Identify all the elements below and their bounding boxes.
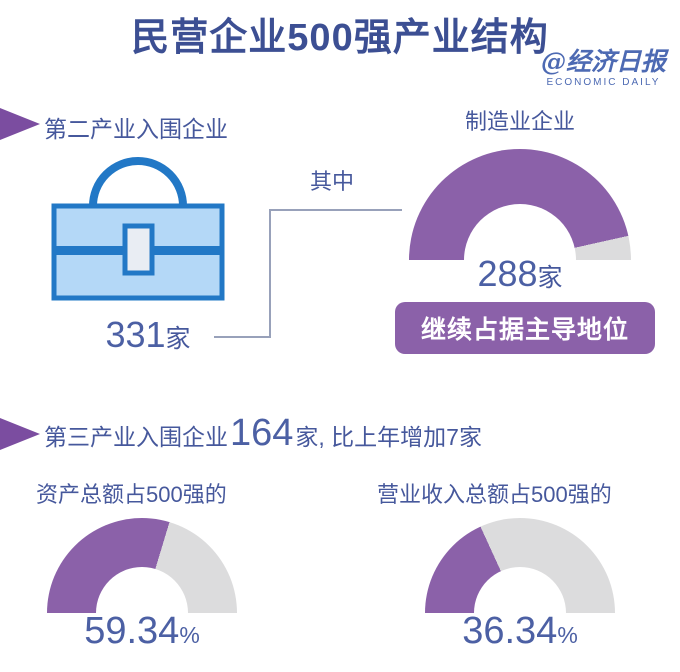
section-arrow-icon xyxy=(0,108,40,140)
tertiary-header-suffix: 家, 比上年增加7家 xyxy=(295,424,482,450)
tertiary-count-value: 164 xyxy=(230,412,294,454)
revenue-gauge-value: 36.34% xyxy=(425,610,615,653)
assets-percent-sign: % xyxy=(179,622,200,648)
economic-daily-logo: @经济日报 ECONOMIC DAILY xyxy=(541,48,666,88)
manufacturing-title: 制造业企业 xyxy=(464,109,575,134)
tertiary-header-prefix: 第三产业入围企业 xyxy=(44,424,228,450)
revenue-gauge xyxy=(425,518,615,613)
manufacturing-count-unit: 家 xyxy=(537,264,563,292)
secondary-count-unit: 家 xyxy=(165,325,191,353)
revenue-percent-number: 36.34 xyxy=(462,610,558,652)
logo-subtitle: ECONOMIC DAILY xyxy=(546,76,661,88)
connector-label: 其中 xyxy=(309,169,354,194)
page-title: 民营企业500强产业结构 xyxy=(131,17,549,59)
manufacturing-count: 288家 xyxy=(409,253,631,295)
manufacturing-gauge xyxy=(409,149,631,260)
assets-gauge-title: 资产总额占500强的 xyxy=(36,482,227,507)
tertiary-industry-header: 第三产业入围企业 164 家, 比上年增加7家 xyxy=(44,414,482,452)
section-arrow-icon xyxy=(0,418,40,450)
assets-gauge xyxy=(47,518,237,613)
revenue-percent-sign: % xyxy=(557,622,578,648)
secondary-industry-header: 第二产业入围企业 xyxy=(44,116,228,142)
secondary-industry-count: 331家 xyxy=(60,314,236,356)
secondary-count-value: 331 xyxy=(105,314,166,355)
logo-handle: @经济日报 xyxy=(540,47,666,76)
revenue-gauge-title: 营业收入总额占500强的 xyxy=(377,482,612,507)
assets-gauge-value: 59.34% xyxy=(47,610,237,653)
manufacturing-count-value: 288 xyxy=(477,253,538,294)
assets-percent-number: 59.34 xyxy=(84,610,180,652)
briefcase-icon xyxy=(50,152,226,307)
status-badge: 继续占据主导地位 xyxy=(395,302,655,354)
